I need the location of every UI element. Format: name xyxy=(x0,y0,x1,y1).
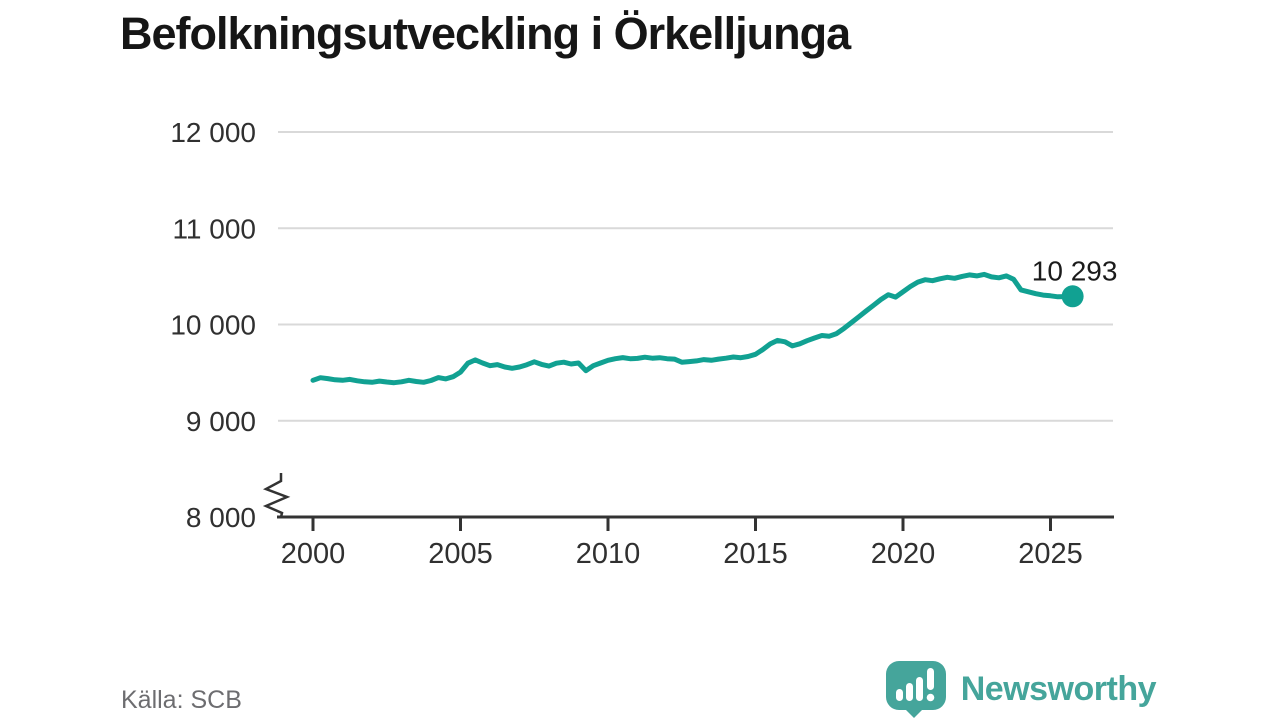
x-tick-label: 2015 xyxy=(723,538,788,570)
y-tick-label: 9 000 xyxy=(186,406,256,437)
end-value-label: 10 293 xyxy=(1032,255,1118,286)
x-tick-label: 2010 xyxy=(576,538,641,570)
x-tick-label: 2000 xyxy=(281,538,346,570)
axis-break-icon xyxy=(262,473,291,518)
end-point-dot xyxy=(1061,285,1084,308)
bar-3 xyxy=(915,677,923,701)
chart-title: Befolkningsutveckling i Örkelljunga xyxy=(120,8,851,59)
exclamation-bar xyxy=(926,668,934,690)
source-note: Källa: SCB xyxy=(121,686,242,714)
population-line xyxy=(310,271,1076,386)
bar-1 xyxy=(895,689,903,701)
y-tick-label: 12 000 xyxy=(170,117,256,148)
exclamation-dot xyxy=(926,693,935,702)
newsworthy-logo: Newsworthy xyxy=(885,660,1157,718)
y-tick-label: 10 000 xyxy=(170,310,256,341)
newsworthy-wordmark: Newsworthy xyxy=(960,669,1157,708)
y-tick-label: 8 000 xyxy=(186,502,256,533)
x-tick-label: 2005 xyxy=(428,538,493,570)
bar-chart-exclamation-badge-icon xyxy=(885,661,946,718)
x-tick-label: 2025 xyxy=(1018,538,1083,570)
bar-2 xyxy=(905,683,913,701)
y-tick-label: 11 000 xyxy=(172,213,256,244)
x-tick-label: 2020 xyxy=(871,538,936,570)
